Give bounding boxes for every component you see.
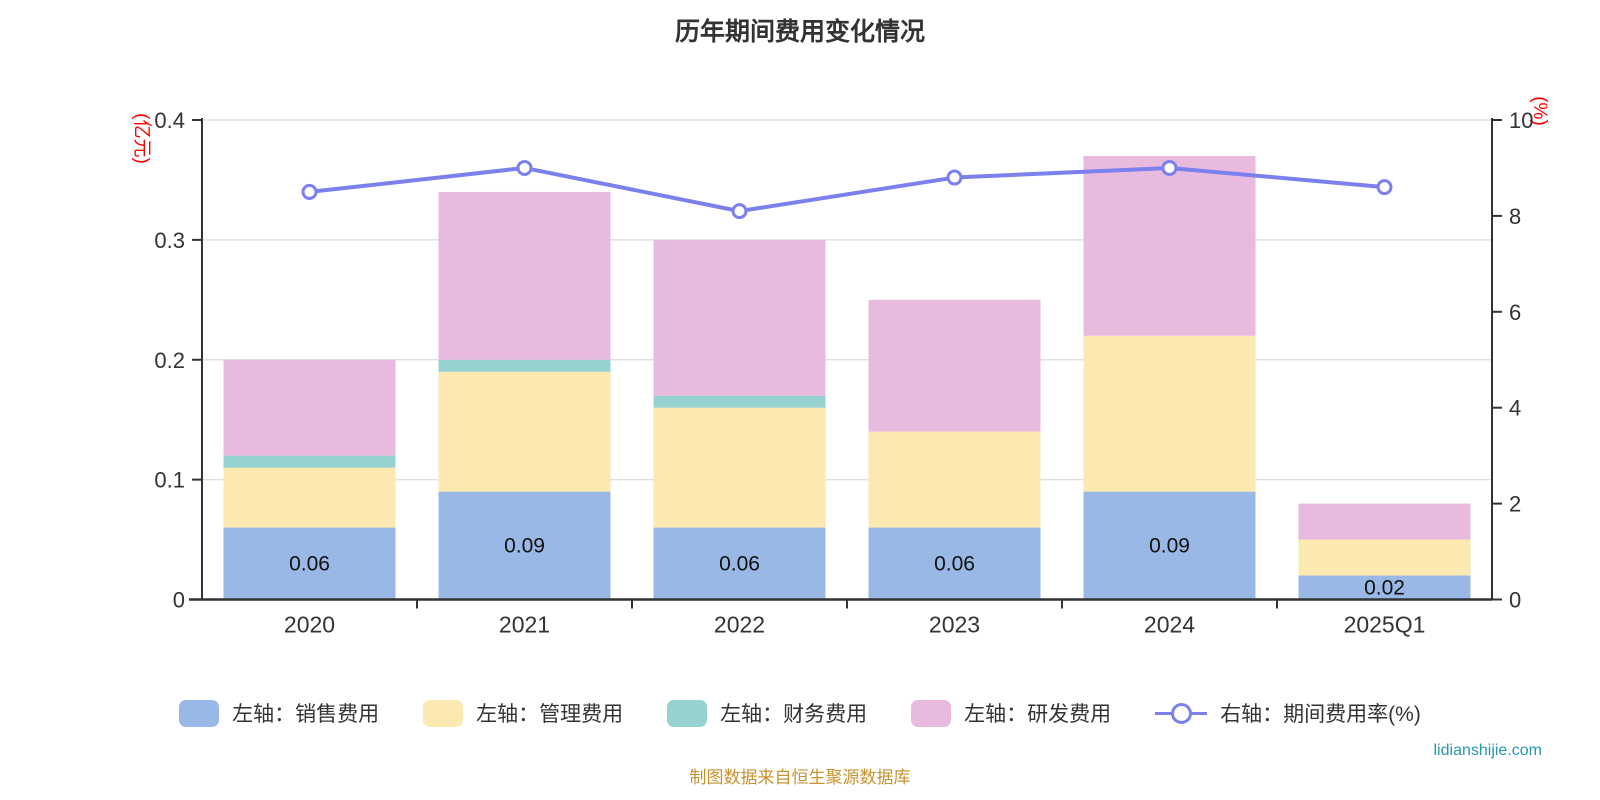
bar-segment-2023-s0[interactable] [868, 527, 1041, 600]
bar-segment-2024-s3[interactable] [1083, 155, 1256, 336]
bar-segment-2023-s3[interactable] [868, 299, 1041, 432]
x-axis-tick-label: 2024 [1144, 612, 1195, 638]
bar-segment-2020-s2[interactable] [223, 455, 396, 468]
bar-segment-2023-s1[interactable] [868, 431, 1041, 528]
bar-value-label: 0.06 [289, 553, 330, 576]
bar-value-label: 0.09 [504, 535, 545, 558]
bar-segment-2022-s1[interactable] [653, 407, 826, 528]
watermark[interactable]: lidianshijie.com [1433, 742, 1543, 759]
bar-segment-2021-s2[interactable] [438, 359, 611, 372]
data-source-note: 制图数据来自恒生聚源数据库 [689, 768, 911, 787]
right-axis-tick-label: 0 [1509, 588, 1521, 613]
bar-segment-2022-s3[interactable] [653, 239, 826, 396]
expense-ratio-line [307, 165, 1387, 214]
finance-swatch-icon [667, 699, 708, 727]
y-axis-tick-label: 0.4 [154, 108, 185, 133]
line-marker-2023[interactable] [946, 169, 963, 186]
y-axis-tick-label: 0.1 [154, 468, 185, 493]
bar-segment-2025Q1-s1[interactable] [1298, 539, 1471, 576]
y-axis-tick-label: 0.3 [154, 228, 185, 253]
x-axis-tick-label: 2021 [499, 612, 550, 638]
right-axis-tick-label: 2 [1509, 492, 1521, 517]
right-axis-tick-label: 10 [1509, 108, 1533, 133]
line-marker-swatch-icon [1155, 700, 1208, 727]
bar-value-label: 0.02 [1364, 577, 1405, 600]
x-axis-tick-label: 2022 [714, 612, 765, 638]
bar-segment-2022-s0[interactable] [653, 527, 826, 600]
bar-segment-2021-s0[interactable] [438, 491, 611, 600]
bar-segment-2024-s1[interactable] [1083, 335, 1256, 492]
bar-segment-2020-s0[interactable] [223, 527, 396, 600]
bar-segment-2024-s0[interactable] [1083, 491, 1256, 600]
bar-value-label: 0.09 [1149, 535, 1190, 558]
bar-segment-2025Q1-s3[interactable] [1298, 503, 1471, 540]
bar-segment-2022-s2[interactable] [653, 395, 826, 408]
management-swatch-icon [423, 699, 464, 727]
legend-item-sales[interactable]: 左轴：销售费用 [179, 698, 379, 728]
x-axis-tick-label: 2020 [284, 612, 335, 638]
bar-segment-2020-s1[interactable] [223, 467, 396, 528]
bar-segment-2021-s1[interactable] [438, 371, 611, 492]
legend-item-label: 左轴：管理费用 [476, 703, 624, 726]
line-marker-2025Q1[interactable] [1376, 179, 1393, 196]
bar-segment-2020-s3[interactable] [223, 359, 396, 456]
line-marker-2024[interactable] [1161, 159, 1178, 176]
legend-item-label: 左轴：财务费用 [720, 703, 868, 726]
line-marker-2020[interactable] [301, 183, 318, 200]
right-axis-tick-label: 6 [1509, 300, 1521, 325]
legend-item-label: 左轴：销售费用 [232, 703, 380, 726]
x-axis-tick-label: 2023 [929, 612, 980, 638]
right-axis-tick-label: 8 [1509, 204, 1521, 229]
y-axis-tick-label: 0 [173, 588, 185, 613]
legend-item-finance[interactable]: 左轴：财务费用 [667, 698, 867, 728]
chart-title: 历年期间费用变化情况 [674, 18, 925, 46]
bar-value-label: 0.06 [719, 553, 760, 576]
legend-item-label: 右轴：期间费用率(%) [1220, 703, 1421, 726]
x-axis-tick-label: 2025Q1 [1344, 612, 1426, 638]
rnd-swatch-icon [911, 699, 952, 727]
line-marker-2022[interactable] [731, 203, 748, 220]
bar-segment-2025Q1-s0[interactable] [1298, 575, 1471, 600]
legend: 左轴：销售费用 左轴：管理费用 左轴：财务费用 左轴：研发费用 右轴：期间费用率… [0, 698, 1600, 728]
legend-item-management[interactable]: 左轴：管理费用 [423, 698, 623, 728]
legend-item-rnd[interactable]: 左轴：研发费用 [911, 698, 1111, 728]
y-axis-tick-label: 0.2 [154, 348, 185, 373]
sales-swatch-icon [179, 699, 220, 727]
bar-value-label: 0.06 [934, 553, 975, 576]
line-marker-2021[interactable] [516, 159, 533, 176]
legend-item-label: 左轴：研发费用 [964, 703, 1112, 726]
right-axis-tick-label: 4 [1509, 396, 1521, 421]
bar-segment-2021-s3[interactable] [438, 191, 611, 360]
legend-item-expense-ratio[interactable]: 右轴：期间费用率(%) [1155, 698, 1421, 728]
